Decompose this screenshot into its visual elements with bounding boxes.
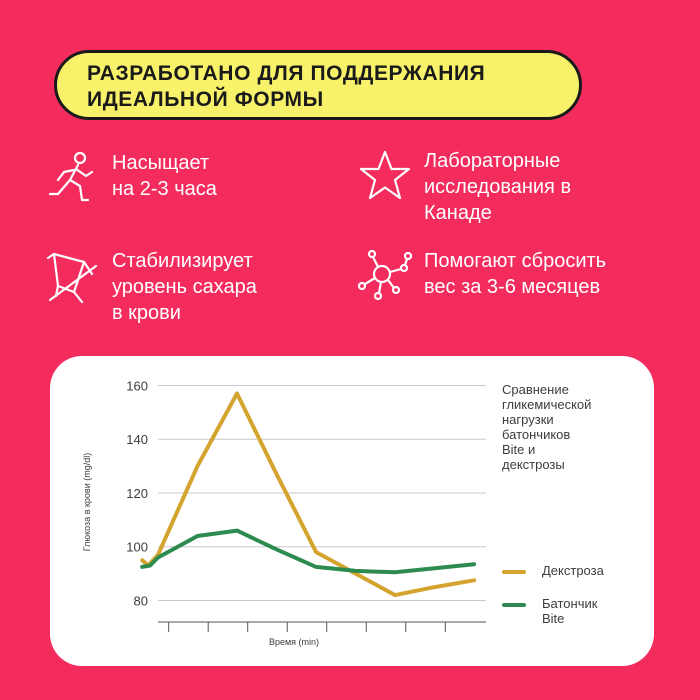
legend-bite: Батончик Bite xyxy=(502,596,597,626)
y-tick-label: 160 xyxy=(126,378,148,393)
feature-lab-research-text: Лабораторные исследования в Канаде xyxy=(424,148,571,226)
drink-icon xyxy=(46,252,98,304)
feature-lab-line-3: Канаде xyxy=(424,202,492,224)
feature-weight-line-2: вес за 3-6 месяцев xyxy=(424,276,601,298)
legend-bite-text-2: Bite xyxy=(542,611,565,626)
feature-weight-line-1: Помогают сбросить xyxy=(424,250,607,272)
legend-bite-swatch xyxy=(502,603,526,607)
star-icon xyxy=(359,150,411,200)
feature-sugar-line-2: уровень сахара xyxy=(112,276,257,298)
feature-blood-sugar-text: Стабилизирует уровень сахара в крови xyxy=(112,248,257,326)
molecule-icon xyxy=(357,249,413,301)
y-axis-title: Глюкоза в крови (mg/dl) xyxy=(82,453,92,552)
y-tick-label: 140 xyxy=(126,432,148,447)
y-tick-label: 120 xyxy=(126,486,148,501)
caption-line-5: Bite и xyxy=(502,442,536,457)
feature-blood-sugar: Стабилизирует уровень сахара в крови xyxy=(44,248,257,326)
legend-bite-text-1: Батончик xyxy=(542,596,598,611)
y-tick-label: 100 xyxy=(126,540,148,555)
legend-dextrose-swatch xyxy=(502,570,526,574)
grid-lines xyxy=(158,384,486,601)
legend-dextrose: Декстроза xyxy=(502,563,604,578)
feature-satiety-line-1: Насыщает xyxy=(112,152,210,174)
chart-card: 80 100 120 140 160 Время (min) Глюкоза в кро… xyxy=(50,356,654,666)
legend-dextrose-label: Декстроза xyxy=(542,563,604,578)
headline-line-1: РАЗРАБОТАНО ДЛЯ ПОДДЕРЖАНИЯ xyxy=(87,62,486,85)
caption-line-6: декстрозы xyxy=(502,457,565,472)
caption-line-1: Сравнение xyxy=(502,382,569,397)
y-tick-label: 80 xyxy=(134,593,148,608)
legend-dextrose-text: Декстроза xyxy=(542,563,604,578)
caption-line-2: гликемической xyxy=(502,397,592,412)
feature-weight-loss: Помогают сбросить вес за 3-6 месяцев xyxy=(356,248,606,306)
headline-banner: РАЗРАБОТАНО ДЛЯ ПОДДЕРЖАНИЯ ИДЕАЛЬНОЙ ФО… xyxy=(54,50,582,120)
legend-bite-label: Батончик Bite xyxy=(542,596,597,626)
feature-sugar-line-3: в крови xyxy=(112,302,181,324)
feature-sugar-line-1: Стабилизирует xyxy=(112,250,253,272)
feature-weight-loss-text: Помогают сбросить вес за 3-6 месяцев xyxy=(424,248,606,300)
series-lines xyxy=(140,391,477,598)
series-line-bite xyxy=(140,528,477,575)
feature-lab-line-1: Лабораторные xyxy=(424,150,561,172)
feature-satiety: Насыщает на 2-3 часа xyxy=(44,150,217,208)
axes: 80 100 120 140 160 xyxy=(126,378,486,632)
feature-lab-research: Лабораторные исследования в Канаде xyxy=(356,148,571,226)
headline-line-2: ИДЕАЛЬНОЙ ФОРМЫ xyxy=(87,88,324,111)
caption-line-4: батончиков xyxy=(502,427,571,442)
feature-satiety-text: Насыщает на 2-3 часа xyxy=(112,150,217,202)
feature-lab-line-2: исследования в xyxy=(424,176,572,198)
x-axis-title: Время (min) xyxy=(269,637,319,647)
chart-caption: Сравнение гликемической нагрузки батончи… xyxy=(502,382,591,472)
caption-line-3: нагрузки xyxy=(502,412,554,427)
feature-satiety-line-2: на 2-3 часа xyxy=(112,178,217,200)
runner-icon xyxy=(48,151,94,202)
glucose-chart: 80 100 120 140 160 Время (min) Глюкоза в кро… xyxy=(82,378,486,647)
